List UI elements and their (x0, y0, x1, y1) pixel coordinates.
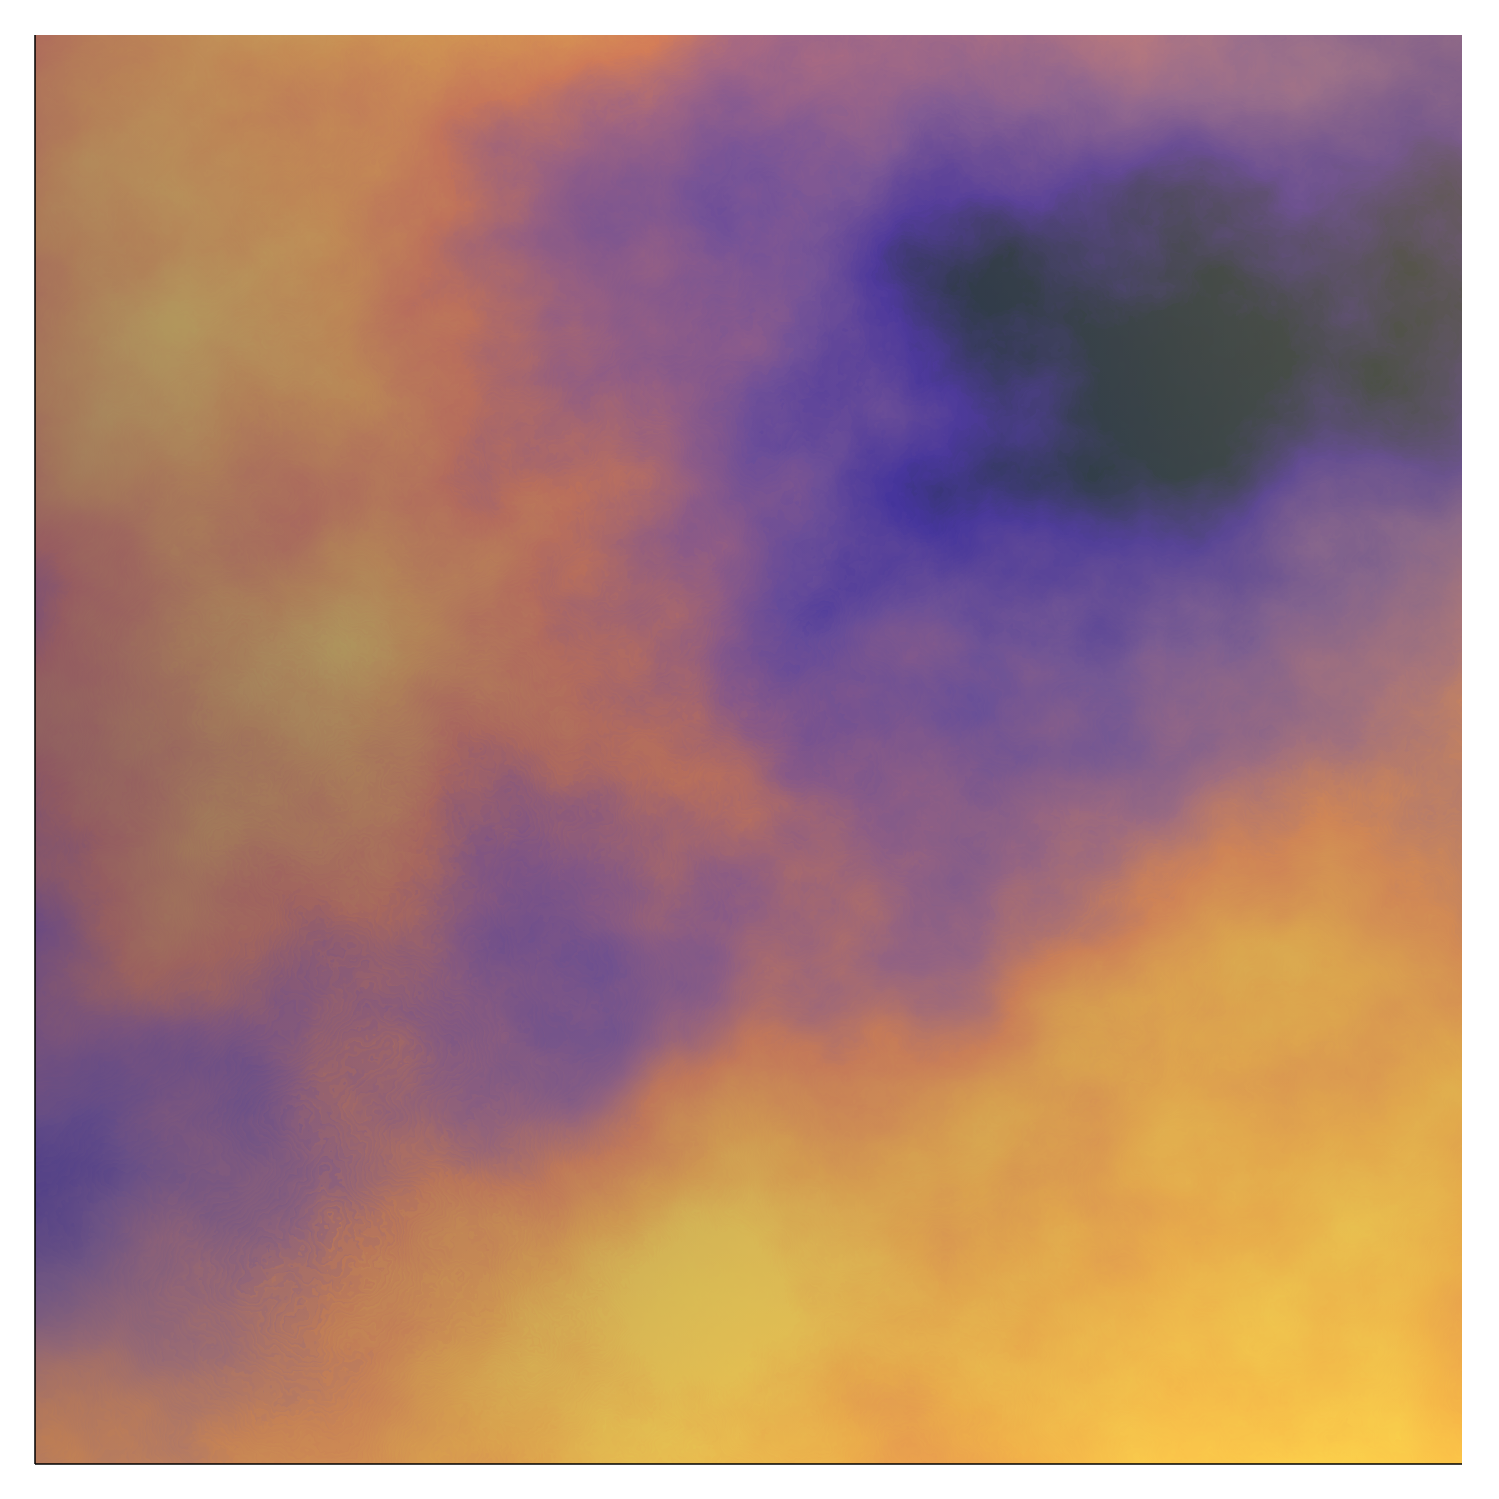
heatmap-shade (35, 35, 1462, 1464)
